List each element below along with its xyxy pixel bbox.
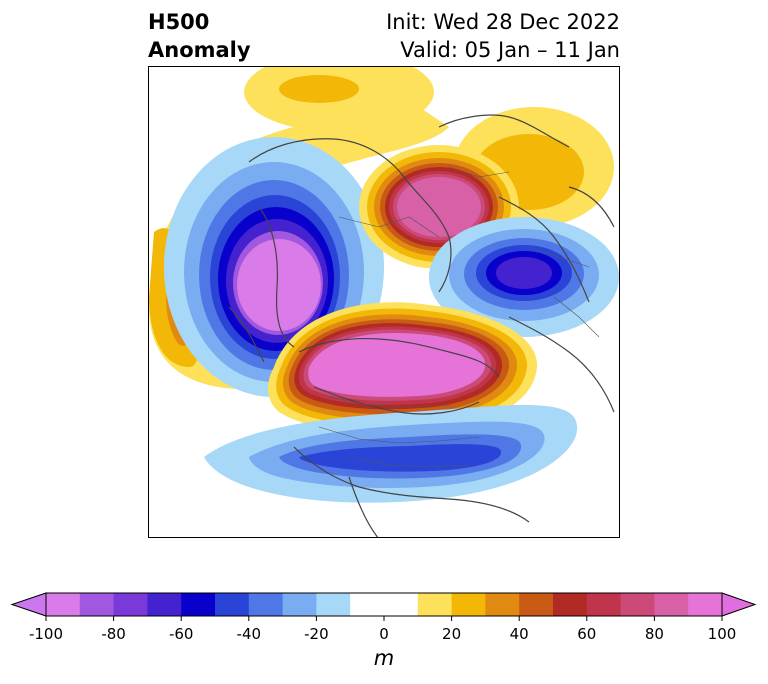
colorbar-tick-label: 100 [708,625,737,643]
colorbar-bin [282,593,317,616]
colorbar-bin [485,593,520,616]
ridge-south-core [308,332,486,397]
map-panel [148,66,620,538]
colorbar-bin [417,593,453,616]
colorbar-extend-high [721,592,757,617]
variable-title: H500 [148,10,210,34]
colorbar-bin [181,593,216,616]
colorbar-bin [147,593,182,616]
valid-period: Valid: 05 Jan – 11 Jan [400,38,620,62]
trough-west-core [237,239,321,331]
colorbar-bin [553,593,588,616]
ridge-central-core [397,177,481,237]
colorbar-label: m [373,646,395,670]
colorbar-tick-label: 40 [510,625,529,643]
colorbar-bin [248,593,284,616]
colorbar-tick-label: -40 [237,625,262,643]
colorbar-tick-label: 0 [379,625,389,643]
colorbar: -100 -80 -60 -40 -20 0 20 40 60 80 100 [10,592,757,643]
coastlines [228,114,615,537]
country-borders [318,166,600,468]
colorbar-tick-label: -80 [101,625,126,643]
init-time: Init: Wed 28 Dec 2022 [386,10,620,34]
colorbar-bin [586,593,622,616]
colorbar-tick-label: -60 [169,625,194,643]
colorbar-bin [316,593,351,616]
colorbar-bin [79,593,115,616]
anomaly-map [149,67,619,537]
colorbar-bin [46,593,81,616]
colorbar-bin [215,593,250,616]
colorbar-bin [654,593,689,616]
variable-subtitle: Anomaly [148,38,251,62]
trough-east-core [496,257,552,289]
colorbar-bin [451,593,486,616]
colorbar-bin [350,593,385,616]
colorbar-bin [620,593,655,616]
map-title-right: Init: Wed 28 Dec 2022 Valid: 05 Jan – 11… [386,8,620,64]
colorbar-bin [384,593,419,616]
colorbar-tick-label: 20 [442,625,461,643]
colorbar-extend-low [10,592,47,617]
colorbar-tick-label: -20 [304,625,329,643]
colorbar-bin [519,593,554,616]
colorbar-bin [688,593,723,616]
trough-south-core [299,444,502,472]
ridge-top-inner [279,75,359,103]
colorbar-tick-label: 80 [645,625,664,643]
map-title-left: H500 Anomaly [148,8,251,64]
colorbar-tick-label: 60 [577,625,596,643]
colorbar-tick-label: -100 [29,625,63,643]
colorbar-bin [113,593,148,616]
